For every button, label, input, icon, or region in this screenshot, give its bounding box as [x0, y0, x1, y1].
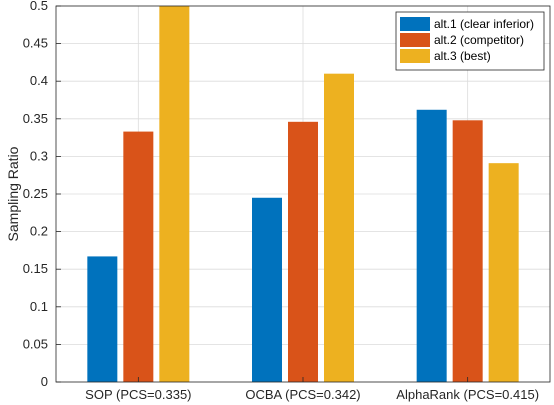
y-tick-label: 0.3 — [30, 148, 48, 163]
y-tick-label: 0.25 — [23, 186, 48, 201]
bars — [87, 6, 519, 383]
y-tick-label: 0.5 — [30, 0, 48, 13]
y-tick-label: 0.15 — [23, 261, 48, 276]
x-tick-label: OCBA (PCS=0.342) — [245, 387, 360, 402]
x-tick-label: AlphaRank (PCS=0.415) — [396, 387, 539, 402]
legend: alt.1 (clear inferior) alt.2 (competitor)… — [395, 11, 545, 71]
y-axis-title: Sampling Ratio — [5, 146, 21, 241]
bar — [252, 197, 282, 382]
y-tick-label: 0.1 — [30, 299, 48, 314]
legend-label: alt.1 (clear inferior) — [434, 17, 534, 31]
y-tick-label: 0.45 — [23, 36, 48, 51]
y-tick-label: 0.2 — [30, 224, 48, 239]
y-tick-label: 0.05 — [23, 336, 48, 351]
legend-swatch — [400, 49, 430, 63]
bar — [123, 131, 154, 382]
legend-swatch — [400, 33, 430, 47]
bar — [87, 256, 118, 382]
bar — [488, 163, 519, 382]
y-tick-label: 0 — [41, 374, 48, 389]
x-tick-label: SOP (PCS=0.335) — [85, 387, 191, 402]
bar — [416, 109, 447, 382]
legend-swatch — [400, 17, 430, 31]
bar — [324, 73, 354, 383]
y-axis-ticks: 0 0.05 0.1 0.15 0.2 0.25 0.3 0.35 0.4 0.45 0.5 — [23, 0, 61, 389]
y-tick-label: 0.4 — [30, 73, 48, 88]
x-axis-ticks: SOP (PCS=0.335) OCBA (PCS=0.342) AlphaRank… — [85, 377, 539, 402]
bar — [159, 6, 190, 382]
y-tick-label: 0.35 — [23, 111, 48, 126]
bar — [452, 120, 483, 382]
legend-label: alt.3 (best) — [434, 49, 491, 63]
bar — [288, 121, 318, 383]
legend-label: alt.2 (competitor) — [434, 33, 524, 47]
